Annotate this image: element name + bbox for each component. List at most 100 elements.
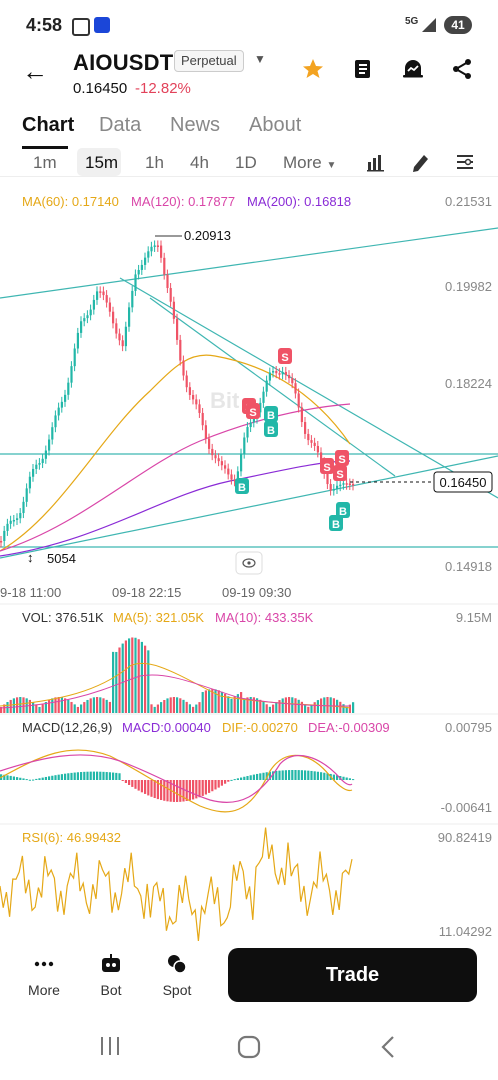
interval-4h[interactable]: 4h (190, 153, 209, 172)
volume-bar (38, 706, 41, 713)
volume-bar (166, 698, 169, 713)
volume-bar (342, 704, 345, 713)
indicator-settings-icon[interactable] (455, 152, 475, 172)
watermark-logo: Bit (210, 388, 240, 413)
macd-bar (160, 780, 163, 801)
volume-bar (153, 706, 156, 713)
candle-body (233, 479, 236, 482)
volume-bar (112, 651, 115, 713)
spot-button[interactable]: Spot (152, 952, 202, 998)
volume-bar (204, 690, 207, 713)
tab-about[interactable]: About (249, 114, 302, 136)
tab-data[interactable]: Data (99, 114, 142, 136)
volume-bar (240, 692, 243, 713)
trend-line[interactable] (119, 277, 498, 499)
volume-ma10-line (0, 674, 351, 709)
macd-bar (96, 771, 99, 780)
candle-body (70, 366, 73, 383)
interval-1h[interactable]: 1h (145, 153, 164, 172)
ma60-legend: MA(60): 0.17140 (22, 194, 119, 209)
marker-letter: S (336, 469, 343, 481)
macd-bar (220, 780, 223, 786)
home-icon[interactable] (236, 1034, 262, 1060)
macd-bar (54, 775, 57, 780)
candle-body (307, 433, 310, 441)
range-handle-icon[interactable]: ↕ (27, 550, 34, 565)
interval-selected-bg (77, 148, 121, 176)
candle-body (195, 399, 198, 405)
macd-bar (41, 777, 44, 780)
buy-marker (329, 515, 343, 531)
candle-body (102, 291, 105, 296)
back-nav-icon[interactable] (378, 1034, 398, 1060)
drawing-tool-icon[interactable] (410, 151, 432, 173)
macd-bar (300, 770, 303, 780)
recent-apps-icon[interactable] (98, 1034, 122, 1058)
volume-bar (198, 702, 201, 713)
candle-body (128, 307, 131, 327)
star-icon[interactable] (301, 57, 325, 81)
volume-bar (300, 701, 303, 713)
volume-bar (160, 702, 163, 713)
macd-bar (224, 780, 227, 784)
main-tabs: Chart Data News About (0, 108, 498, 149)
volume-bar (352, 702, 355, 713)
candle-body (48, 439, 51, 451)
trend-line[interactable] (0, 227, 498, 299)
kline-chart[interactable]: MA(60): 0.17140 MA(120): 0.17877 MA(200)… (0, 186, 498, 946)
volume-bar (278, 700, 281, 713)
volume-bar (156, 704, 159, 713)
candle-body (224, 465, 227, 469)
pair-dropdown-icon[interactable]: ▼ (254, 52, 266, 66)
interval-15m[interactable]: 15m (85, 153, 119, 172)
volume-bar (249, 697, 252, 713)
macd-bar (227, 780, 230, 782)
signal-markers: SSSSSSBBBBB (235, 348, 350, 531)
macd-bar (6, 775, 9, 780)
pair-symbol[interactable]: AIOUSDT (73, 50, 174, 75)
candle-body (204, 425, 207, 439)
trend-line[interactable] (0, 455, 498, 559)
price-alert-icon[interactable] (400, 56, 426, 82)
macd-bar (89, 771, 92, 780)
current-price-tag (433, 471, 493, 493)
volume-bar (233, 696, 236, 713)
macd-bar (118, 773, 121, 780)
chart-type-icon[interactable] (366, 152, 386, 172)
tab-news[interactable]: News (170, 114, 221, 136)
candle-body (316, 445, 319, 453)
chart-area[interactable]: MA(60): 0.17140 MA(120): 0.17877 MA(200)… (0, 186, 498, 946)
volume-bar (176, 697, 179, 713)
macd-bar (195, 780, 198, 799)
network-indicator: 5G (405, 16, 419, 27)
candle-body (230, 474, 233, 480)
volume-bar (0, 707, 3, 713)
bot-button[interactable]: Bot (86, 952, 136, 998)
interval-more[interactable]: More ▼ (283, 153, 336, 173)
candle-body (176, 318, 179, 340)
more-button[interactable]: More (19, 952, 69, 998)
interval-1m[interactable]: 1m (33, 153, 57, 172)
candle-body (272, 371, 275, 373)
notebook-icon[interactable] (351, 57, 375, 81)
macd-dea: DEA:-0.00309 (308, 720, 390, 735)
candle-body (57, 407, 60, 416)
share-icon[interactable] (450, 57, 474, 81)
trade-button[interactable]: Trade (228, 948, 477, 1002)
volume-bar (22, 697, 25, 713)
macd-bar (166, 780, 169, 802)
volume-bar (268, 706, 271, 713)
volume-bar (284, 697, 287, 713)
candle-body (342, 483, 345, 485)
macd-bar (284, 770, 287, 780)
candle-body (259, 402, 262, 413)
volume-bar (307, 706, 310, 713)
trend-line[interactable] (149, 297, 396, 477)
back-arrow-icon[interactable]: ← (22, 56, 48, 86)
volume-bar (304, 704, 307, 713)
volume-bar (195, 704, 198, 713)
macd-bar (278, 770, 281, 780)
candle-body (188, 387, 191, 395)
interval-1d[interactable]: 1D (235, 153, 257, 172)
tab-chart[interactable]: Chart (22, 114, 75, 136)
